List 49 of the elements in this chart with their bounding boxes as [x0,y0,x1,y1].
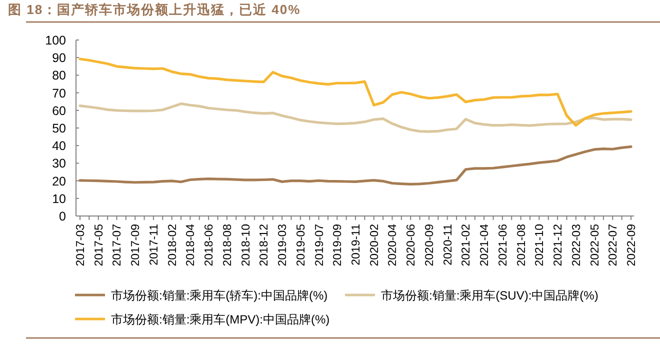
y-tick-label: 60 [52,104,66,118]
y-tick-label: 20 [52,174,66,188]
x-tick-label: 2018-10 [240,224,252,266]
x-tick-label: 2017-07 [112,224,124,266]
y-tick-label: 30 [52,156,66,171]
x-tick-label: 2019-11 [350,224,362,266]
x-tick-label: 2022-03 [570,224,583,266]
x-tick-label: 2017-05 [93,224,106,266]
x-tick-label: 2021-06 [497,224,510,266]
x-tick-label: 2018-06 [204,224,216,266]
y-tick-label: 40 [52,139,66,154]
legend-label: 市场份额:销量:乘用车(MPV):中国品牌(%) [111,312,330,326]
x-tick-label: 2020-11 [442,224,454,266]
x-tick-label: 2018-02 [166,224,179,266]
x-tick-label: 2021-02 [460,224,473,266]
y-tick-label: 0 [59,210,66,224]
x-tick-label: 2019-05 [295,224,308,266]
x-tick-label: 2019-09 [332,224,344,266]
x-tick-label: 2021-08 [516,224,528,266]
x-tick-label: 2021-12 [552,224,565,266]
x-tick-label: 2022-05 [589,224,602,266]
x-tick-label: 2018-12 [258,224,271,266]
x-tick-label: 2019-03 [277,224,290,266]
x-tick-label: 2017-09 [130,224,142,266]
x-tick-label: 2019-07 [314,224,326,266]
line-series [78,58,632,127]
x-tick-label: 2017-11 [148,224,160,266]
legend-label: 市场份额:销量:乘用车(SUV):中国品牌(%) [381,288,598,302]
y-tick-label: 10 [52,192,66,206]
y-tick-label: 100 [45,34,66,48]
y-tick-label: 70 [52,86,66,100]
line-series [78,145,632,186]
legend-label: 市场份额:销量:乘用车(轿车):中国品牌(%) [111,288,328,302]
x-tick-label: 2017-03 [75,224,87,266]
x-tick-label: 2022-09 [626,224,638,266]
x-tick-label: 2020-06 [406,224,418,266]
x-tick-label: 2018-08 [222,224,234,266]
x-tick-label: 2020-02 [368,224,381,266]
x-tick-label: 2020-09 [424,224,436,266]
x-tick-label: 2021-04 [479,223,492,266]
chart-title: 图 18：国产轿车市场份额上升迅猛，已近 40% [8,2,301,17]
line-series [78,102,632,133]
y-tick-label: 80 [52,68,66,83]
x-tick-label: 2018-04 [185,223,198,266]
y-tick-label: 90 [52,51,66,66]
x-tick-label: 2020-04 [387,223,400,266]
x-tick-label: 2021-10 [534,224,546,266]
y-tick-label: 50 [52,122,66,136]
x-tick-label: 2022-07 [608,224,620,266]
